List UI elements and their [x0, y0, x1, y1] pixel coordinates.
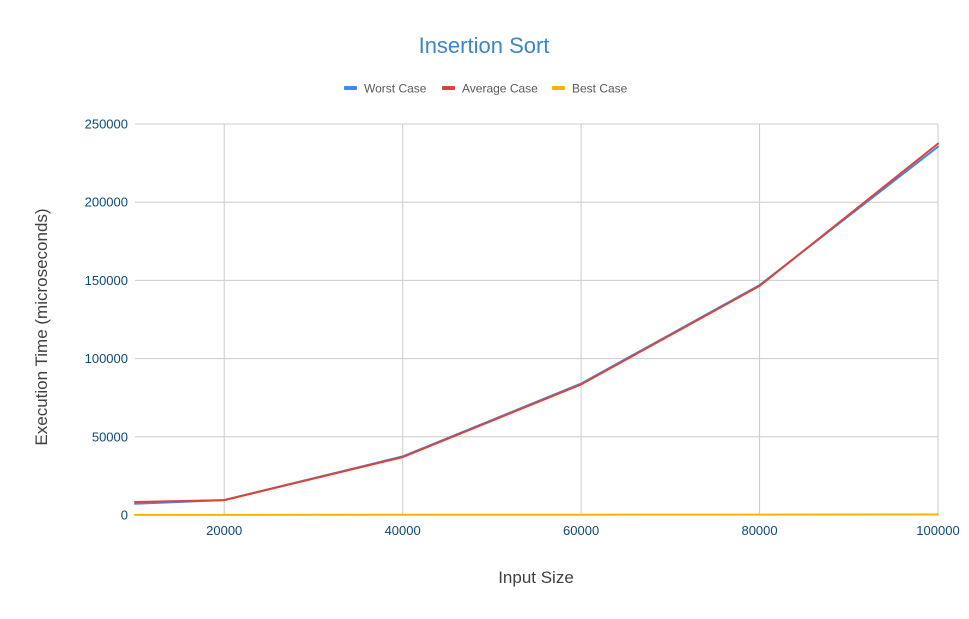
y-axis-title: Execution Time (microseconds)	[32, 208, 51, 445]
x-tick-label: 60000	[563, 523, 599, 538]
y-tick-label: 150000	[85, 273, 128, 288]
y-tick-label: 200000	[85, 195, 128, 210]
series-line-average-case	[134, 142, 939, 503]
legend-label: Best Case	[572, 82, 628, 96]
legend-label: Worst Case	[364, 82, 427, 96]
y-tick-label: 100000	[85, 351, 128, 366]
x-tick-label: 20000	[206, 523, 242, 538]
legend-item-average-case: Average Case	[442, 82, 538, 96]
y-tick-label: 250000	[85, 117, 128, 132]
legend-swatch	[344, 86, 357, 90]
series-line-worst-case	[134, 145, 939, 505]
series-lines	[134, 142, 939, 516]
y-axis-ticks: 0 50000 100000 150000 200000 250000	[85, 117, 128, 523]
x-axis-title: Input Size	[498, 568, 574, 587]
legend-item-worst-case: Worst Case	[344, 82, 427, 96]
y-tick-label: 50000	[92, 429, 128, 444]
legend-label: Average Case	[462, 82, 538, 96]
legend: Worst Case Average Case Best Case	[344, 82, 628, 96]
x-tick-label: 80000	[741, 523, 777, 538]
legend-swatch	[442, 86, 455, 90]
x-tick-label: 40000	[385, 523, 421, 538]
legend-item-best-case: Best Case	[552, 82, 628, 96]
legend-swatch	[552, 86, 565, 90]
y-tick-label: 0	[121, 508, 128, 523]
chart-title: Insertion Sort	[419, 33, 550, 58]
grid-lines	[135, 123, 939, 516]
x-axis-ticks: 20000 40000 60000 80000 100000	[206, 523, 960, 538]
x-tick-label: 100000	[916, 523, 959, 538]
